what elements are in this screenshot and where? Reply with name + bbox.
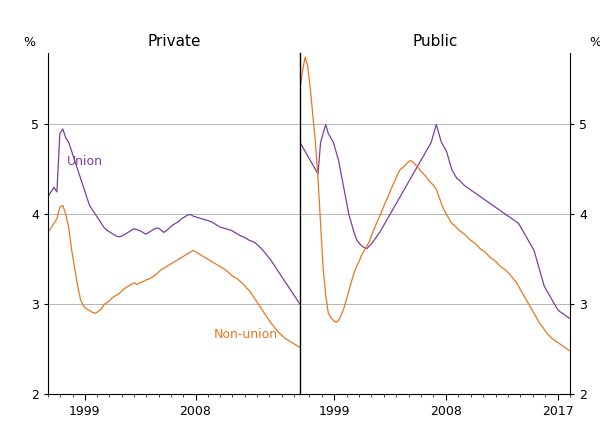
- Text: %: %: [23, 36, 35, 49]
- Title: Public: Public: [412, 34, 458, 49]
- Text: Non-union: Non-union: [214, 328, 278, 342]
- Title: Private: Private: [147, 34, 201, 49]
- Text: Union: Union: [67, 155, 103, 168]
- Text: %: %: [589, 36, 600, 49]
